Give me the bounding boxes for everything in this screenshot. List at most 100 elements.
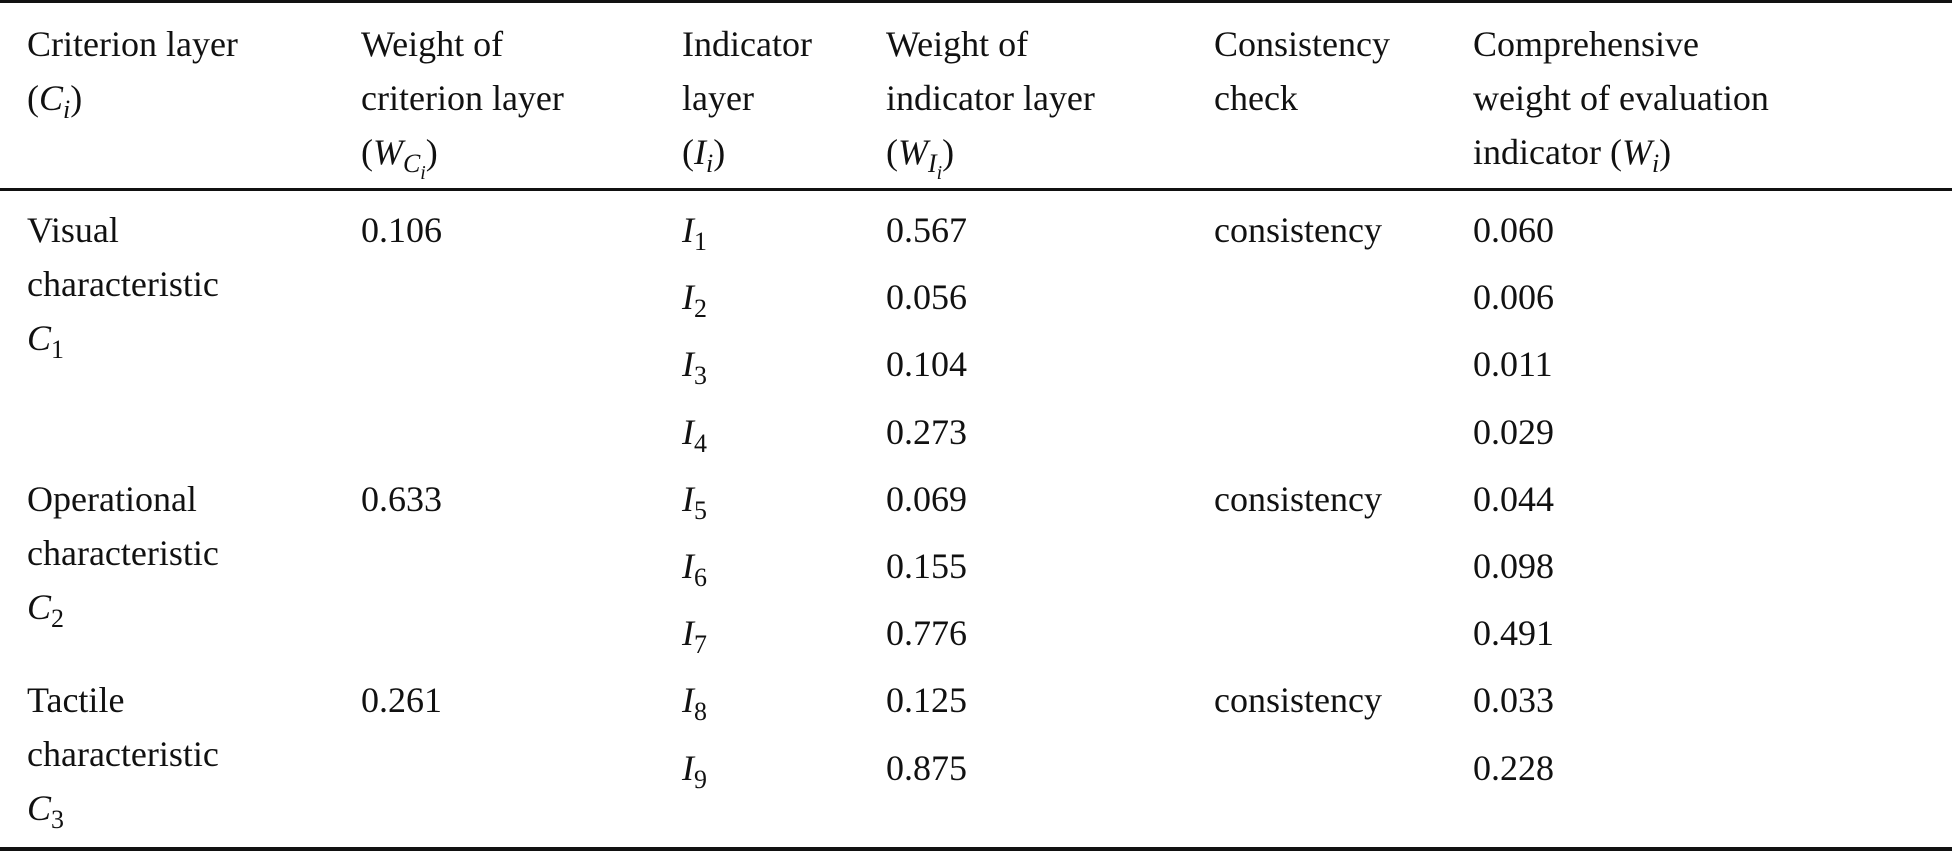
text-run: Comprehensive [1473, 24, 1699, 64]
comprehensive-weight: 0.011 [1473, 344, 1553, 385]
criterion-weight: 0.106 [361, 210, 442, 250]
text-run: Criterion layer [27, 24, 238, 64]
text-line: Indicator [682, 17, 812, 71]
weight-cell: 0.273 [886, 405, 967, 459]
subscript: i [1651, 148, 1660, 178]
indicator-cell: I9 [682, 741, 707, 795]
text-run: characteristic [27, 734, 219, 775]
text-run: ) [1659, 132, 1672, 172]
weight-cell: 0.098 [1473, 539, 1554, 593]
text-line: layer [682, 71, 812, 125]
indicator: I3 [682, 337, 707, 391]
bottom-rule [0, 847, 1952, 851]
indicator-weight: 0.056 [886, 277, 967, 318]
indicator-symbol: I [682, 277, 694, 318]
text-line: characteristic [27, 526, 219, 580]
header-cell: Indicator layer (Ii) [682, 17, 812, 179]
header-cell: Comprehensive weight of evaluation indicat… [1473, 17, 1769, 179]
criterion-cell: Operational characteristic C2 [27, 472, 219, 634]
text-run: characteristic [27, 532, 219, 573]
weight-cell: 0.125 [886, 673, 967, 727]
indicator-weight: 0.104 [886, 344, 967, 385]
text-run: ) [70, 78, 83, 118]
subscript: 8 [694, 697, 707, 727]
indicator: I1 [682, 203, 707, 257]
text-run: check [1214, 78, 1298, 118]
text-line: Consistency [1214, 17, 1390, 71]
subscript: 9 [694, 764, 707, 794]
text-run: ( [886, 132, 898, 172]
weight-cell: 0.011 [1473, 337, 1553, 391]
text-run: Operational [27, 478, 197, 519]
indicator-symbol: I [682, 478, 694, 519]
comprehensive-weight: 0.098 [1473, 546, 1554, 586]
subscript: i [63, 94, 71, 124]
weight-cell: 0.069 [886, 472, 967, 526]
header-rule [0, 188, 1952, 191]
subscript: i [936, 161, 943, 184]
top-rule [0, 0, 1952, 3]
subscript: 3 [694, 361, 707, 391]
text-line: indicator (Wi) [1473, 125, 1769, 179]
indicator-symbol: I [682, 613, 694, 654]
indicator-cell: I8 [682, 673, 707, 727]
indicator: I9 [682, 741, 707, 795]
criterion-cell: Visual characteristic C1 [27, 203, 219, 365]
text-run: criterion layer [361, 78, 564, 118]
indicator-cell: I6 [682, 539, 707, 593]
text-line: (Ii) [682, 125, 812, 179]
weight-cell: 0.044 [1473, 472, 1554, 526]
weight-cell: 0.106 [361, 203, 442, 257]
weight-cell: 0.029 [1473, 405, 1554, 459]
comprehensive-weight: 0.060 [1473, 210, 1554, 250]
weight-cell: 0.228 [1473, 741, 1554, 795]
text-run: ) [425, 132, 438, 172]
subscript: I [928, 148, 937, 178]
indicator-weight: 0.875 [886, 747, 967, 788]
text-run: C [27, 318, 52, 358]
indicator-symbol: I [682, 411, 694, 452]
text-run: layer [682, 78, 754, 118]
text-line: (WCi) [361, 125, 564, 184]
weight-cell: 0.056 [886, 270, 967, 324]
text-line: C2 [27, 580, 219, 634]
header-cell: Criterion layer (Ci) [27, 17, 238, 125]
weight-cell: 0.155 [886, 539, 967, 593]
weight-cell: 0.776 [886, 606, 967, 660]
indicator: I8 [682, 673, 707, 727]
indicator-cell: I7 [682, 606, 707, 660]
indicator-weight: 0.273 [886, 411, 967, 452]
indicator-weight: 0.567 [886, 210, 967, 250]
indicator-symbol: I [682, 546, 694, 586]
text-line: C3 [27, 781, 219, 835]
indicator-weight: 0.776 [886, 613, 967, 654]
comprehensive-weight: 0.029 [1473, 411, 1554, 452]
text-run: Consistency [1214, 24, 1390, 64]
subscript: 1 [51, 334, 64, 364]
text-line: characteristic [27, 257, 219, 311]
subscript: 3 [51, 805, 64, 835]
subscript: 2 [694, 293, 707, 323]
indicator-cell: I2 [682, 270, 707, 324]
comprehensive-weight: 0.228 [1473, 747, 1554, 788]
text-line: Criterion layer [27, 17, 238, 71]
header-cell: Weight of criterion layer (WCi) [361, 17, 564, 184]
indicator-weight: 0.155 [886, 546, 967, 586]
text-run: indicator layer [886, 78, 1095, 118]
text-run: ( [682, 132, 694, 172]
indicator-cell: I3 [682, 337, 707, 391]
text-run: ) [942, 132, 955, 172]
text-line: criterion layer [361, 71, 564, 125]
text-line: Visual [27, 203, 219, 257]
indicator: I2 [682, 270, 707, 324]
subscript: C [403, 148, 421, 178]
consistency-check: consistency [1214, 210, 1382, 250]
check-cell: consistency [1214, 673, 1382, 727]
text-run: W [898, 132, 928, 172]
comprehensive-weight: 0.044 [1473, 478, 1554, 519]
text-line: Operational [27, 472, 219, 526]
weight-cell: 0.567 [886, 203, 967, 257]
text-run: C [27, 586, 52, 627]
indicator-symbol: I [682, 344, 694, 385]
criterion-weight: 0.261 [361, 680, 442, 721]
